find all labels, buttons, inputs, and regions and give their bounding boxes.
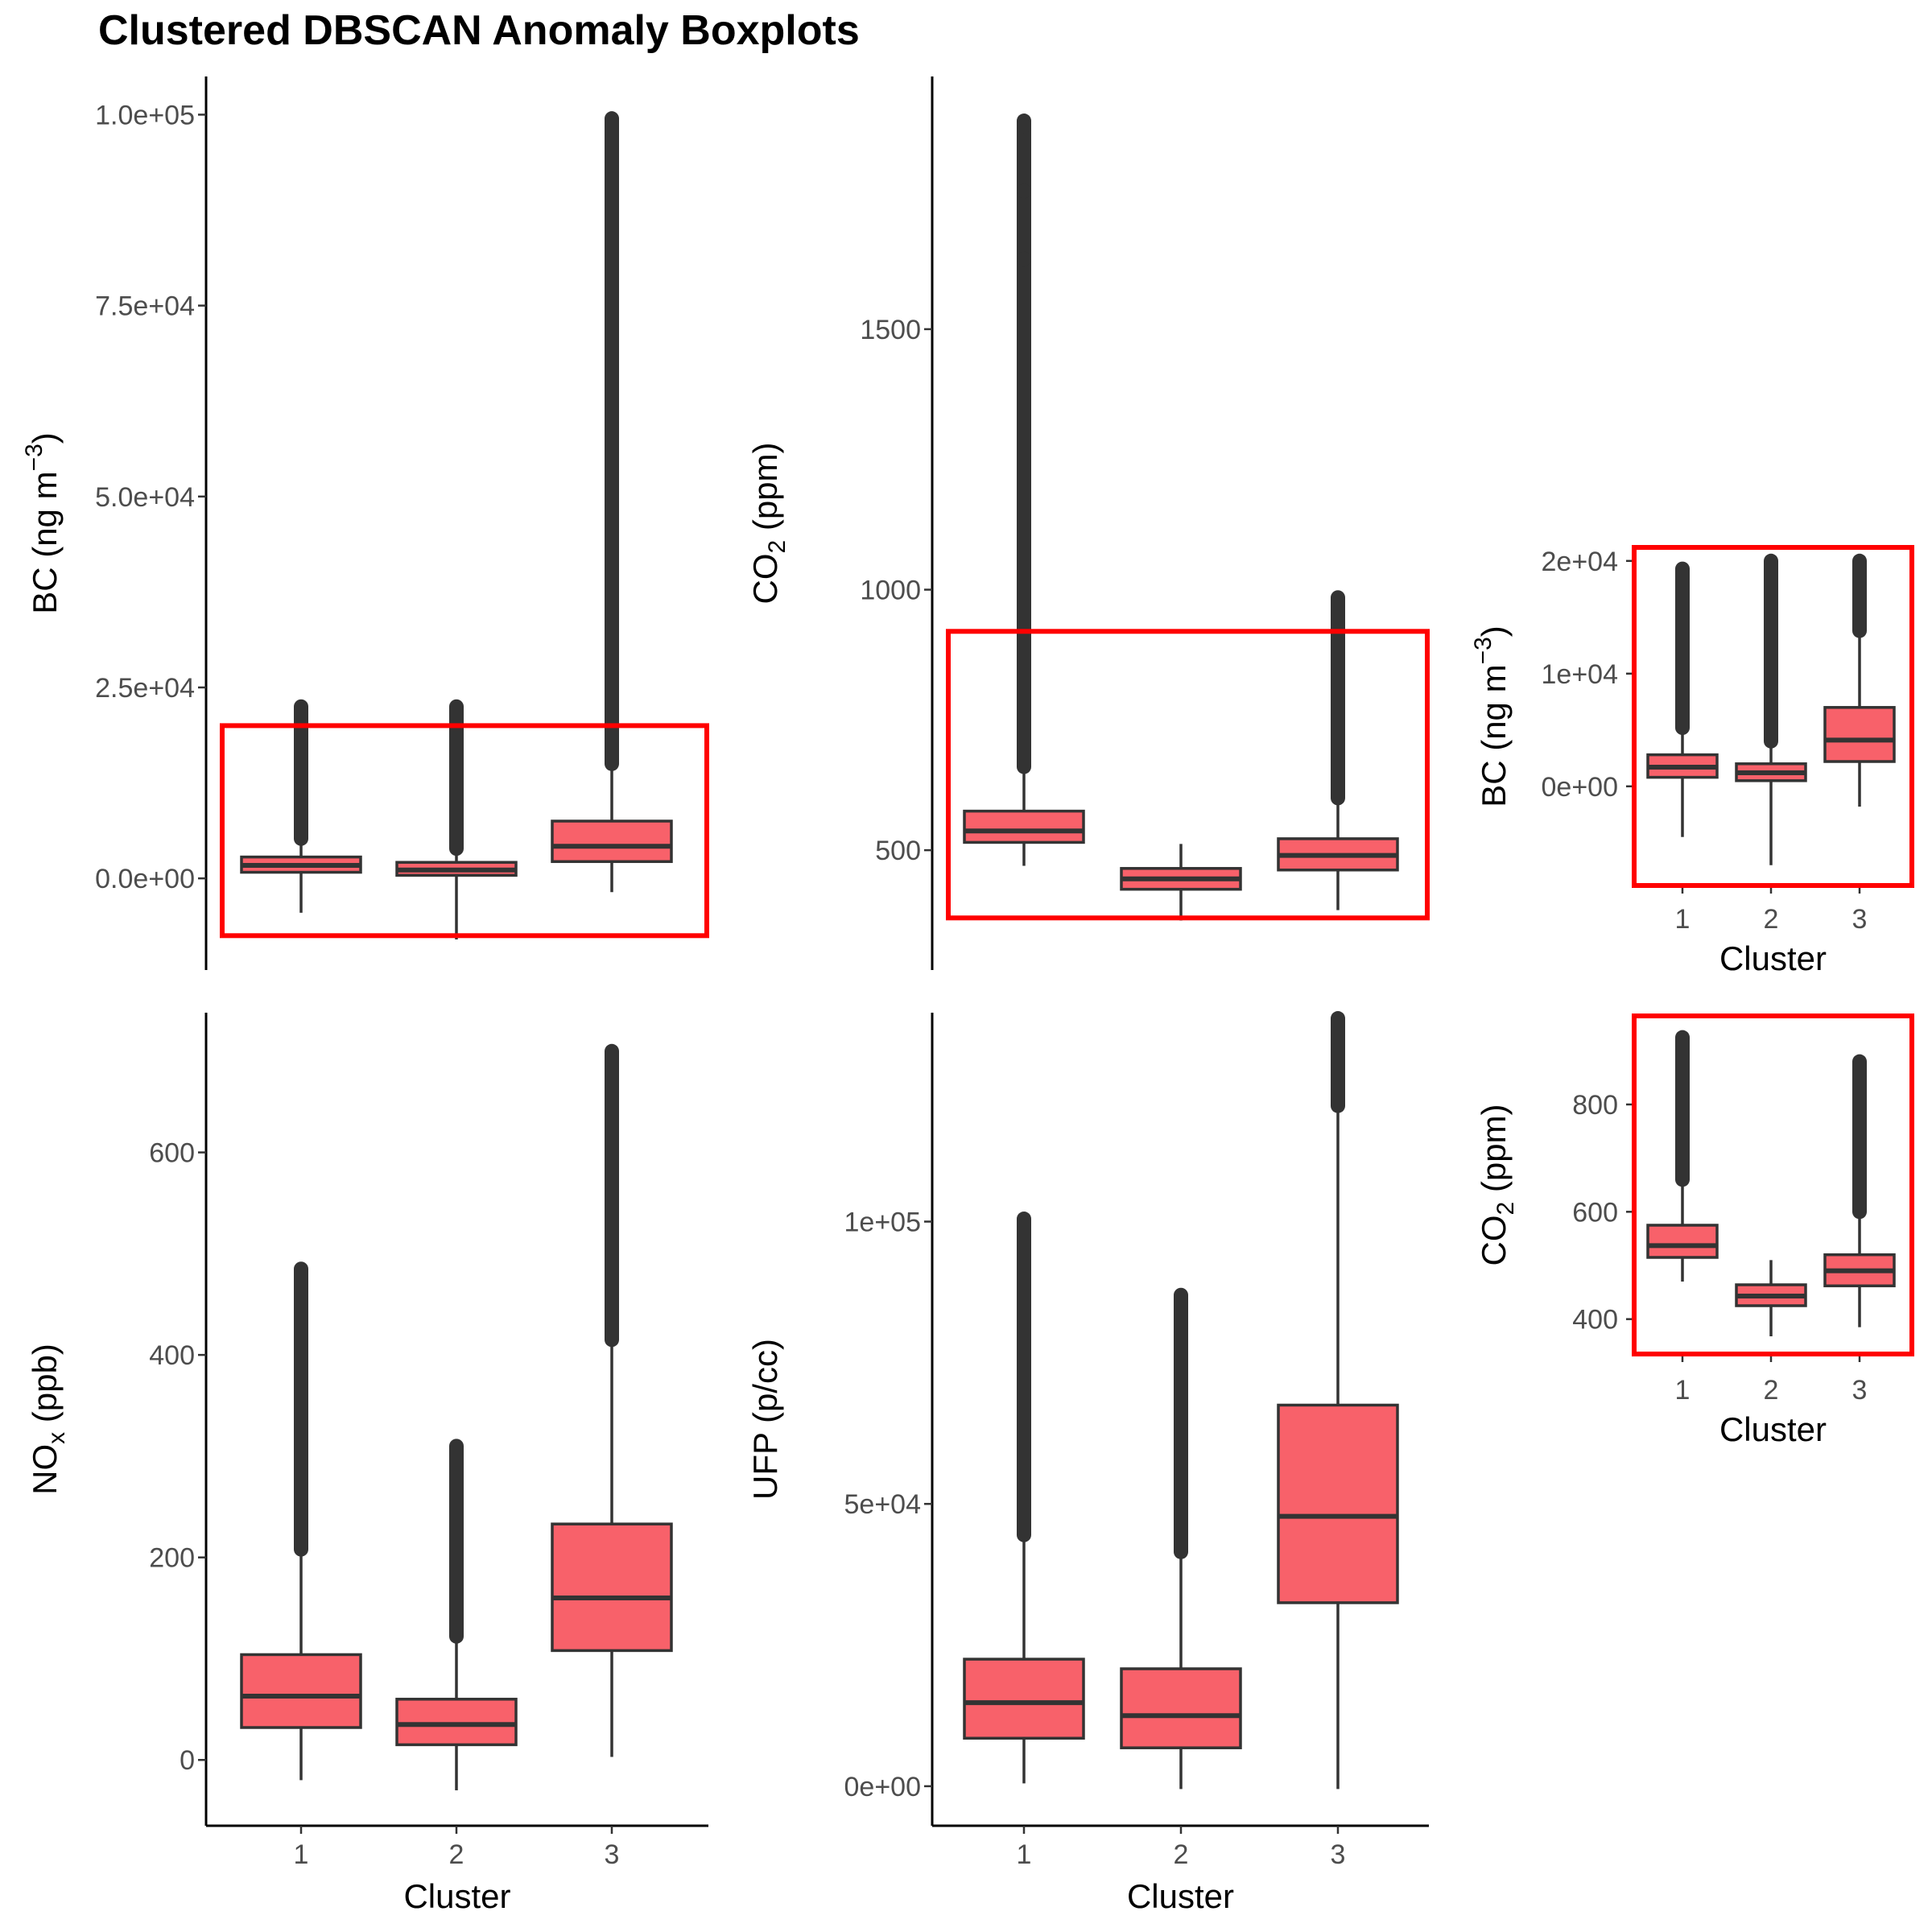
- y-tick-label: 600: [1572, 1197, 1618, 1228]
- y-axis-label: UFP (p/cc): [746, 1339, 784, 1500]
- iqr-box: [551, 819, 673, 864]
- x-tick-label: 2: [449, 1839, 464, 1870]
- panels: 0.0e+00 2.5e+04 5.0e+04 7.5e+04 1.0e+05 BC (n…: [21, 76, 1914, 1915]
- y-tick-label: 1000: [860, 576, 921, 606]
- x-tick-label: 3: [1852, 1375, 1868, 1406]
- box-cluster-1: [240, 1261, 362, 1781]
- y-tick-label: 600: [149, 1138, 195, 1169]
- y-tick-label: 2e+04: [1542, 547, 1619, 577]
- box-cluster-3: [1277, 590, 1399, 910]
- y-tick-label: 2.5e+04: [95, 673, 195, 704]
- panel-nox: 0 200 400 600 NOx (ppb) 1 2 3 Cluster: [26, 1013, 708, 1915]
- box-cluster-2: [1735, 553, 1807, 865]
- iqr-box: [551, 1522, 673, 1653]
- y-axis-label: NOx (ppb): [26, 1344, 70, 1495]
- x-tick-label: 1: [1675, 1375, 1690, 1406]
- iqr-box: [240, 1653, 362, 1729]
- y-tick-label: 1.0e+05: [95, 100, 195, 130]
- iqr-box: [1277, 1403, 1399, 1604]
- box-cluster-1: [963, 114, 1085, 866]
- x-axis-label: Cluster: [1719, 1410, 1827, 1448]
- y-tick-label: 400: [149, 1340, 195, 1371]
- box-cluster-1: [240, 699, 362, 913]
- panel-co2_zoom: 400 600 800 CO2 (ppm) 1 2 3 Cluster: [1475, 1013, 1914, 1448]
- y-tick-label: 5.0e+04: [95, 482, 195, 513]
- x-axis-label: Cluster: [403, 1877, 510, 1915]
- y-tick-label: 0.0e+00: [95, 864, 195, 894]
- highlight-region: [946, 629, 1430, 921]
- highlight-frame: [1632, 1013, 1914, 1356]
- x-tick-label: 3: [1331, 1839, 1346, 1870]
- iqr-box: [1646, 1224, 1719, 1259]
- y-tick-label: 400: [1572, 1305, 1618, 1335]
- box-cluster-2: [395, 699, 518, 940]
- y-axis-label: BC (ng m−3): [21, 432, 64, 614]
- box-cluster-3: [551, 111, 673, 893]
- box-cluster-3: [1823, 553, 1896, 807]
- highlight-frame: [1632, 545, 1914, 888]
- chart-title: Clustered DBSCAN Anomaly Boxplots: [98, 7, 860, 54]
- iqr-box: [1823, 706, 1896, 763]
- x-axis-label: Cluster: [1719, 939, 1827, 977]
- y-axis-label: CO2 (ppm): [1475, 1104, 1519, 1265]
- outlier-point: [1017, 251, 1031, 266]
- panel-co2: 500 1000 1500 CO2 (ppm): [746, 76, 1430, 970]
- panel-ufp: 0e+00 5e+04 1e+05 UFP (p/cc) 1 2 3 Cluster: [746, 1011, 1429, 1915]
- x-tick-label: 2: [1764, 904, 1779, 935]
- x-tick-label: 3: [605, 1839, 620, 1870]
- x-tick-label: 1: [1017, 1839, 1032, 1870]
- box-cluster-3: [551, 1043, 673, 1757]
- x-tick-label: 2: [1174, 1839, 1189, 1870]
- y-tick-label: 5e+04: [844, 1489, 922, 1520]
- y-tick-label: 0: [180, 1745, 195, 1776]
- x-axis-label: Cluster: [1127, 1877, 1234, 1915]
- x-tick-label: 1: [294, 1839, 309, 1870]
- box-cluster-1: [963, 1212, 1085, 1784]
- y-tick-label: 1500: [860, 315, 921, 345]
- box-cluster-1: [1646, 1030, 1719, 1282]
- iqr-box: [395, 1698, 518, 1747]
- y-tick-label: 1e+04: [1542, 659, 1619, 690]
- box-cluster-3: [1823, 1054, 1896, 1327]
- panel-bc_zoom: 0e+00 1e+04 2e+04 BC (ng m−3) 1 2 3 Cluster: [1470, 545, 1914, 977]
- y-axis-label: BC (ng m−3): [1470, 625, 1513, 807]
- box-cluster-2: [1120, 844, 1242, 921]
- y-tick-label: 500: [875, 836, 921, 866]
- box-cluster-3: [1277, 1011, 1399, 1790]
- box-cluster-2: [1120, 1287, 1242, 1790]
- y-tick-label: 0e+00: [844, 1772, 922, 1802]
- x-tick-label: 3: [1852, 904, 1868, 935]
- x-tick-label: 2: [1764, 1375, 1779, 1406]
- box-cluster-1: [1646, 561, 1719, 837]
- iqr-box: [963, 809, 1085, 844]
- box-cluster-2: [395, 1439, 518, 1790]
- x-tick-label: 1: [1675, 904, 1690, 935]
- y-tick-label: 7.5e+04: [95, 291, 195, 322]
- y-tick-label: 800: [1572, 1090, 1618, 1121]
- panel-bc: 0.0e+00 2.5e+04 5.0e+04 7.5e+04 1.0e+05 BC (n…: [21, 76, 709, 970]
- iqr-box: [1120, 1667, 1242, 1749]
- iqr-box: [963, 1657, 1085, 1740]
- y-tick-label: 200: [149, 1543, 195, 1574]
- box-cluster-2: [1735, 1260, 1807, 1336]
- highlight-region: [220, 723, 709, 939]
- y-tick-label: 1e+05: [844, 1208, 922, 1238]
- outlier-point: [1017, 184, 1031, 199]
- y-tick-label: 0e+00: [1542, 772, 1619, 803]
- y-axis-label: CO2 (ppm): [746, 442, 791, 604]
- outlier-point: [1017, 118, 1031, 134]
